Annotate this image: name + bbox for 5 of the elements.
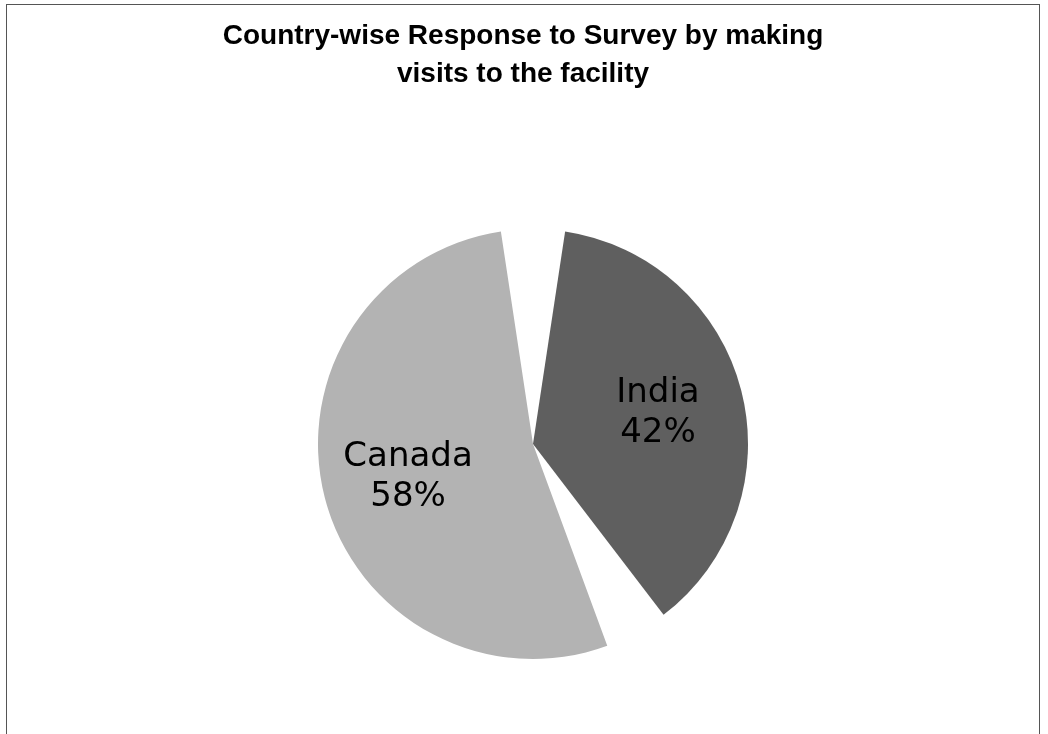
data-label: 58% (370, 474, 446, 515)
slice-label: India (616, 369, 700, 410)
slice-label: Canada (343, 434, 473, 475)
chart-title: Country-wise Response to Survey by making visits to the facility (222, 19, 824, 88)
data-label: 42% (620, 409, 696, 450)
